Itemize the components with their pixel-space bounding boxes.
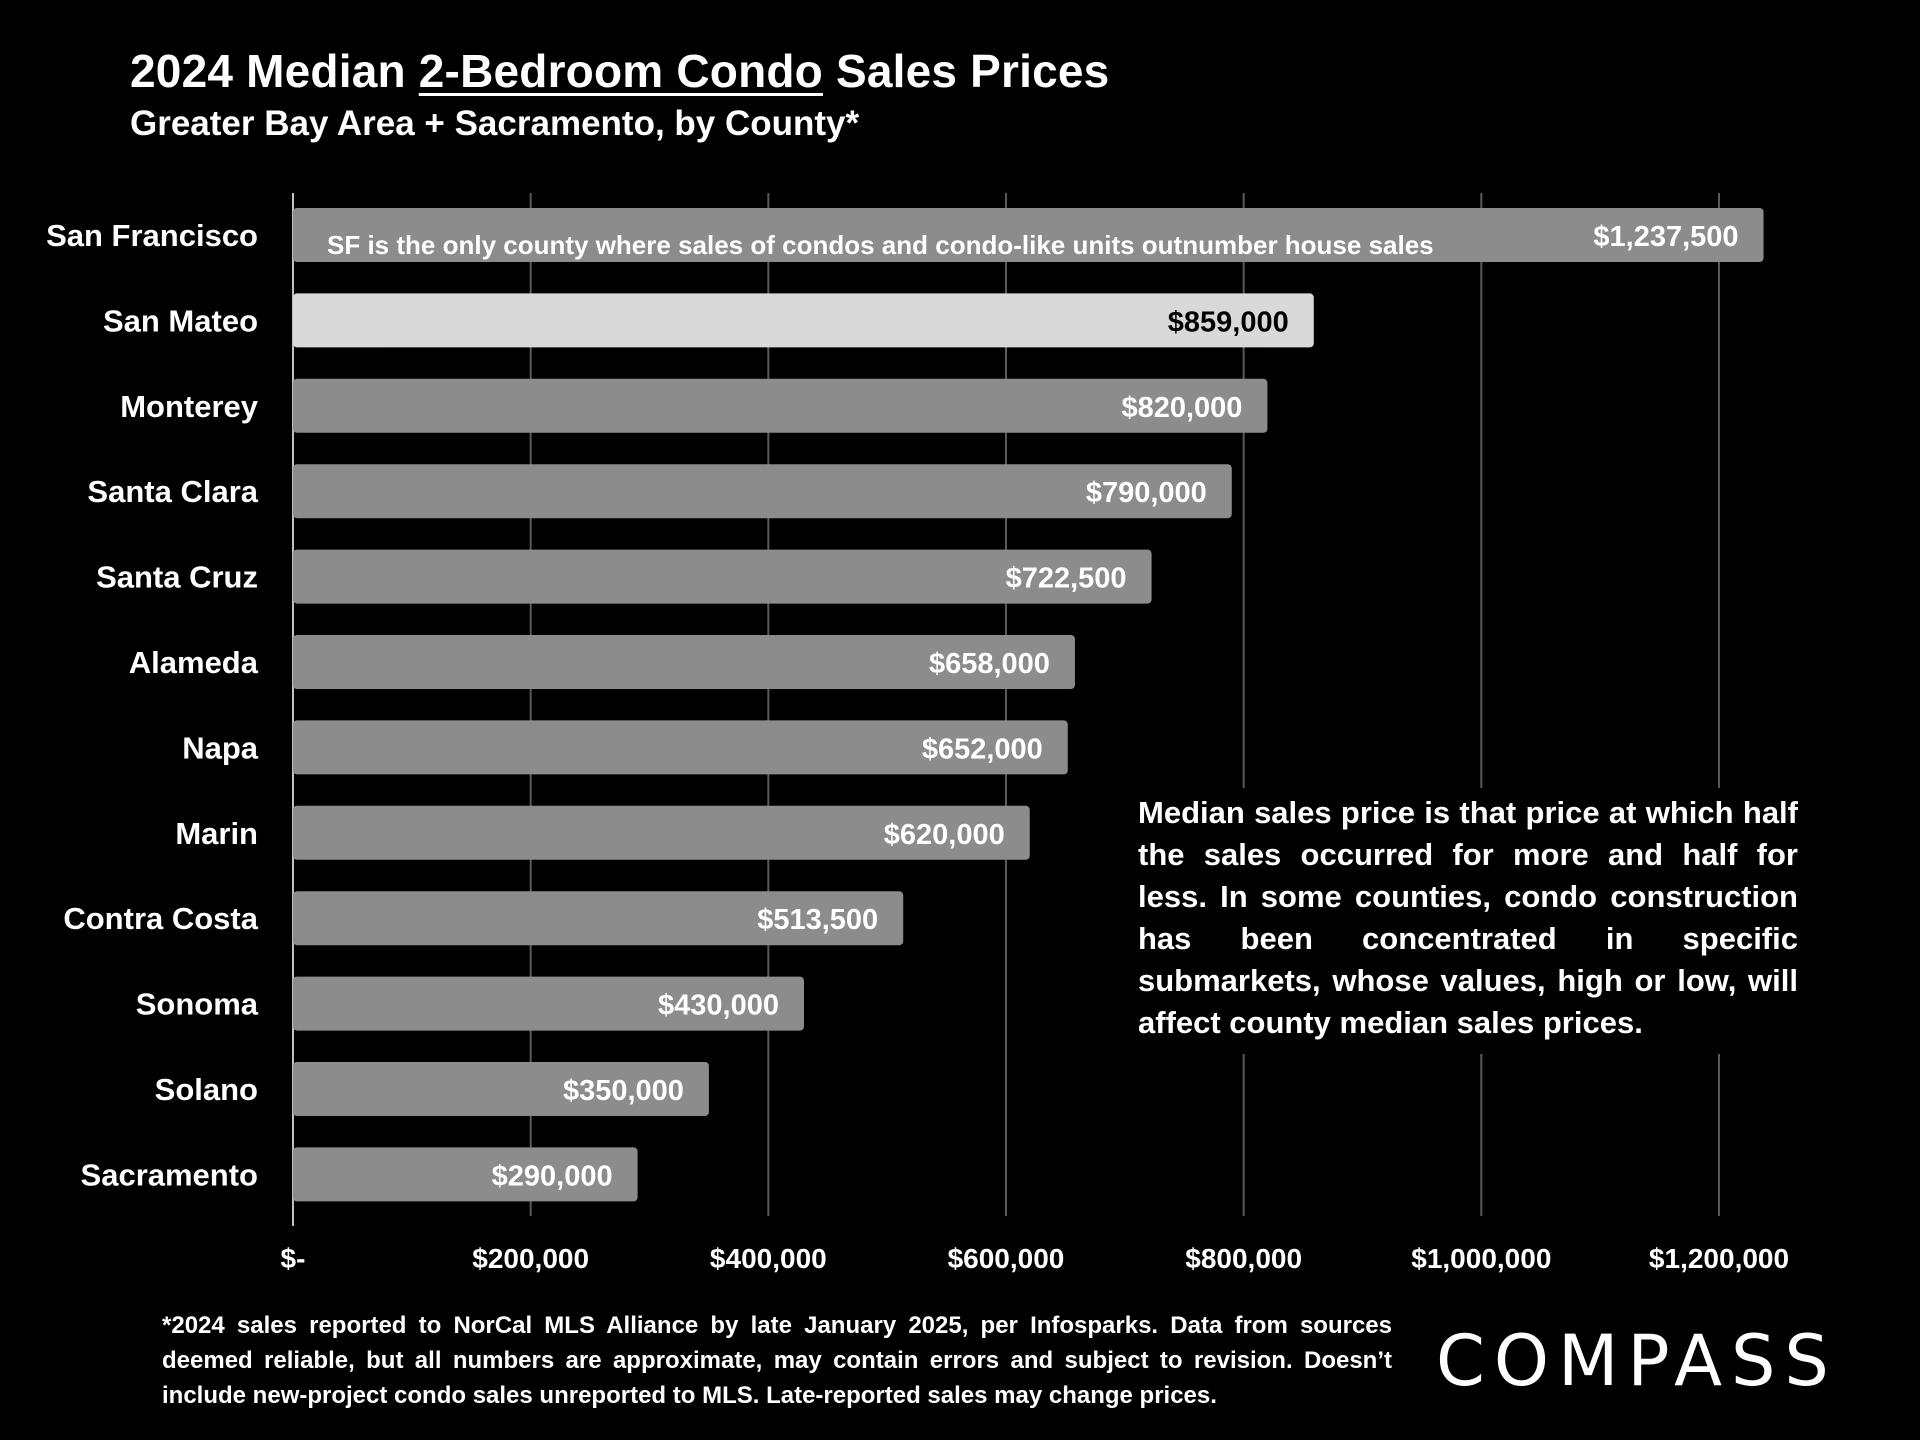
category-label: Contra Costa	[63, 901, 258, 936]
value-label: $820,000	[1121, 392, 1242, 424]
x-tick-label: $1,000,000	[1411, 1243, 1551, 1274]
category-label: Sonoma	[136, 987, 259, 1022]
title-part-2: Sales Prices	[822, 45, 1110, 97]
chart-subtitle: Greater Bay Area + Sacramento, by County…	[130, 104, 860, 143]
footnote: *2024 sales reported to NorCal MLS Allia…	[162, 1312, 1392, 1409]
x-tick-label: $400,000	[710, 1243, 827, 1274]
x-tick-label: $600,000	[948, 1243, 1065, 1274]
bar	[293, 976, 804, 1031]
value-label: $1,237,500	[1593, 221, 1738, 253]
category-label: San Mateo	[103, 303, 258, 338]
value-label: $658,000	[929, 648, 1050, 680]
bar	[293, 720, 1068, 775]
bar	[293, 891, 904, 946]
title-part-1: 2024 Median	[130, 45, 419, 97]
value-label: $513,500	[757, 904, 878, 936]
category-label: San Francisco	[46, 218, 258, 253]
x-tick-label: $200,000	[472, 1243, 589, 1274]
category-label: Santa Cruz	[96, 560, 258, 595]
bar	[293, 805, 1030, 860]
bar	[293, 549, 1152, 604]
bar	[293, 1062, 709, 1116]
x-tick-label: $-	[281, 1243, 306, 1274]
bar	[293, 378, 1268, 433]
category-label: Monterey	[120, 389, 259, 424]
category-label: Santa Clara	[87, 474, 258, 509]
value-label: $722,500	[1006, 563, 1127, 595]
sf-bar-annotation: SF is the only county where sales of con…	[327, 230, 1434, 260]
bar	[293, 293, 1314, 348]
category-label: Marin	[175, 816, 258, 851]
title-underlined-part: 2-Bedroom Condo	[418, 45, 823, 97]
category-label: Sacramento	[81, 1157, 258, 1192]
bar	[293, 1147, 638, 1202]
value-label: $790,000	[1086, 477, 1207, 509]
value-label: $620,000	[884, 819, 1005, 851]
category-label: Solano	[155, 1072, 258, 1107]
compass-logo: COMPASS	[1436, 1320, 1838, 1402]
bar	[293, 208, 1764, 262]
value-label: $290,000	[492, 1160, 613, 1192]
value-label: $350,000	[563, 1075, 684, 1107]
chart-title: 2024 Median 2-Bedroom Condo Sales Prices	[130, 44, 1109, 98]
bar	[293, 635, 1075, 689]
bar	[293, 464, 1232, 519]
category-label: Alameda	[129, 645, 259, 680]
category-label: Napa	[182, 730, 259, 765]
x-tick-label: $800,000	[1185, 1243, 1302, 1274]
x-tick-label: $1,200,000	[1649, 1243, 1789, 1274]
value-label: $652,000	[922, 733, 1043, 765]
value-label: $430,000	[658, 990, 779, 1022]
median-explanation-note: Median sales price is that price at whic…	[1128, 788, 1806, 1054]
value-label: $859,000	[1168, 306, 1289, 338]
